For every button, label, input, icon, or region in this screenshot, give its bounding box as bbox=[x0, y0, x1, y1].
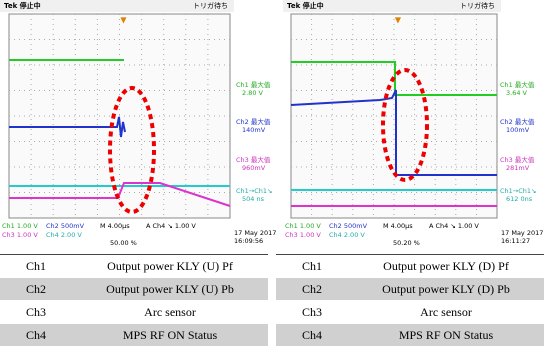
readout-value: 3.64 V bbox=[506, 89, 528, 97]
signal-name: Output power KLY (D) Pb bbox=[348, 278, 544, 301]
readout-value: 960mV bbox=[242, 164, 266, 172]
signal-name: MPS RF ON Status bbox=[72, 324, 268, 347]
trigger-marker: ▼ bbox=[120, 16, 127, 25]
readout-value: 2.80 V bbox=[242, 89, 264, 97]
readout-label: Ch3 最大值 bbox=[236, 155, 271, 164]
setting: Ch2 500mV bbox=[329, 222, 368, 230]
scopes: Tek 停止中トリガ待ち▼Ch1 最大值2.80 VCh2 最大值140mVCh… bbox=[0, 0, 544, 250]
trigger-state: トリガ待ち bbox=[460, 1, 495, 10]
signal-name: Output power KLY (U) Pb bbox=[72, 278, 268, 301]
channel: Ch4 bbox=[0, 324, 72, 347]
channel: Ch1 bbox=[0, 255, 72, 278]
setting: Ch4 2.00 V bbox=[329, 231, 365, 239]
channel: Ch1 bbox=[276, 255, 348, 278]
trigger-marker: ▼ bbox=[395, 16, 402, 25]
readout-value: 100mV bbox=[506, 126, 530, 134]
delta-label: Ch1→Ch1↘ bbox=[500, 187, 536, 195]
signal-name: Output power KLY (U) Pf bbox=[72, 255, 268, 278]
setting: Ch3 1.00 V bbox=[285, 231, 321, 239]
trigger-state: トリガ待ち bbox=[193, 1, 228, 10]
page: {"scopes": [ {"status": "Tek 停止中", "trig… bbox=[0, 0, 544, 347]
signal-name: Output power KLY (D) Pf bbox=[348, 255, 544, 278]
setting: A Ch4 ↘ 1.00 V bbox=[429, 222, 479, 230]
setting: Ch1 1.00 V bbox=[2, 222, 38, 230]
status: Tek 停止中 bbox=[287, 1, 324, 10]
channel: Ch4 bbox=[276, 324, 348, 347]
readout-value: 281mV bbox=[506, 164, 530, 172]
channel: Ch2 bbox=[0, 278, 72, 301]
setting: Ch2 500mV bbox=[46, 222, 85, 230]
delta-value: 612 0ns bbox=[506, 195, 533, 203]
trigger-position: 50.00 % bbox=[110, 239, 137, 247]
channel: Ch3 bbox=[276, 301, 348, 324]
setting: Ch3 1.00 V bbox=[2, 231, 38, 239]
status: Tek 停止中 bbox=[4, 1, 41, 10]
setting: M 4.00µs bbox=[383, 222, 413, 230]
readout-label: Ch1 最大值 bbox=[236, 80, 271, 89]
readout-label: Ch2 最大值 bbox=[236, 117, 271, 126]
channel: Ch3 bbox=[0, 301, 72, 324]
readout-label: Ch2 最大值 bbox=[500, 117, 535, 126]
trigger-position: 50.20 % bbox=[393, 239, 420, 247]
date: 17 May 2017 bbox=[501, 229, 543, 237]
readout-label: Ch3 最大值 bbox=[500, 155, 535, 164]
delta-value: 504 ns bbox=[242, 195, 265, 203]
setting: Ch1 1.00 V bbox=[285, 222, 321, 230]
readout-value: 140mV bbox=[242, 126, 266, 134]
time: 16:09:56 bbox=[234, 237, 263, 245]
date: 17 May 2017 bbox=[234, 229, 276, 237]
signal-name: Arc sensor bbox=[348, 301, 544, 324]
delta-label: Ch1→Ch1↘ bbox=[236, 187, 272, 195]
scope-screen bbox=[283, 0, 501, 218]
channel: Ch2 bbox=[276, 278, 348, 301]
readout-label: Ch1 最大值 bbox=[500, 80, 535, 89]
signal-name: Arc sensor bbox=[72, 301, 268, 324]
signal-name: MPS RF ON Status bbox=[348, 324, 544, 347]
time: 16:11:27 bbox=[501, 237, 530, 245]
setting: Ch4 2.00 V bbox=[46, 231, 82, 239]
setting: A Ch4 ↘ 1.00 V bbox=[146, 222, 196, 230]
setting: M 4.00µs bbox=[100, 222, 130, 230]
